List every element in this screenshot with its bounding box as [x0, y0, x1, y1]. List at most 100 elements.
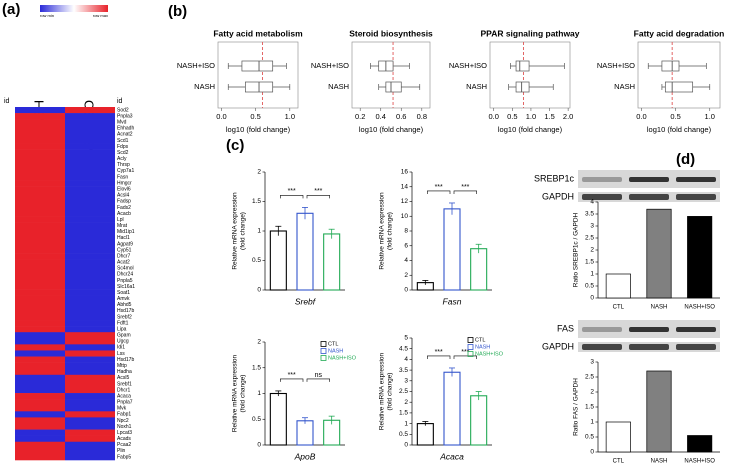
box: [661, 60, 680, 72]
x-tick-label: 1.0: [285, 112, 295, 121]
x-axis-label: Acaca: [439, 451, 464, 461]
blot-band: [676, 177, 716, 182]
x-axis-label: ApoB: [294, 451, 316, 461]
category-label: NASH: [466, 82, 487, 91]
gene-label: Abhd5: [117, 302, 132, 308]
heatmap-cell: [15, 192, 65, 199]
y-axis-label: (fold change): [240, 375, 247, 413]
heatmap-cell: [65, 350, 115, 357]
bar: [470, 395, 488, 446]
x-axis-label: Fasn: [443, 296, 462, 306]
bar: [687, 435, 713, 453]
box: [385, 81, 402, 93]
heatmap-cell: [65, 173, 115, 181]
y-tick-label: 0.5: [252, 257, 261, 264]
heatmap-cell: [15, 234, 65, 242]
heatmap-cell: [65, 393, 115, 400]
heatmap-cell: [15, 277, 65, 284]
significance-label: ***: [461, 184, 469, 191]
bar: [269, 230, 287, 291]
y-axis-label: (fold change): [387, 373, 394, 411]
y-axis-label: (fold change): [387, 212, 394, 250]
heatmap-cell: [65, 338, 115, 345]
gene-label: Ugcg: [117, 339, 129, 345]
y-tick-label: 1.5: [252, 364, 261, 371]
heatmap-cell: [15, 435, 65, 443]
y-tick-label: 0: [590, 449, 594, 456]
significance-bracket: [280, 195, 304, 199]
heatmap-cell: [15, 338, 65, 345]
gene-label: Hacl1: [117, 235, 130, 241]
heatmap-cell: [15, 240, 65, 248]
bar: [296, 212, 314, 291]
heatmap-cell: [15, 332, 65, 339]
heatmap-cell: [65, 435, 115, 443]
heatmap-cell: [15, 155, 65, 163]
heatmap-cell: [65, 405, 115, 412]
x-axis-label: Srebf: [295, 296, 317, 306]
heatmap-cell: [15, 186, 65, 193]
heatmap-cell: [65, 234, 115, 242]
heatmap-cell: [65, 374, 115, 382]
heatmap-cell: [15, 447, 65, 455]
heatmap-cell: [15, 107, 65, 114]
heatmap-cell: [65, 149, 115, 156]
gene-label: Acsl5: [117, 375, 129, 381]
y-axis-label: Ratio SREBP1c / GAPDH: [573, 212, 580, 287]
y-tick-label: 4: [590, 199, 594, 206]
x-tick-label: CTL: [613, 459, 625, 464]
significance-label: ***: [288, 188, 296, 195]
gene-label: Scd1: [117, 138, 129, 144]
y-tick-label: 3: [404, 378, 408, 385]
y-tick-label: 5: [404, 335, 408, 342]
y-tick-label: 0.5: [585, 434, 594, 441]
heatmap-cell: [15, 210, 65, 217]
y-tick-label: 2: [257, 339, 261, 346]
gene-label: Dhcr7: [117, 253, 131, 259]
significance-label: ns: [315, 372, 323, 379]
gene-label: Thrsp: [117, 162, 130, 168]
heatmap-cell: [65, 131, 115, 138]
heatmap-cell: [65, 161, 115, 169]
legend-label: NASH+ISO: [475, 351, 504, 357]
y-tick-label: 0: [404, 442, 408, 449]
heatmap-cell: [65, 411, 115, 418]
heatmap-cell: [15, 131, 65, 138]
gene-label: Acat2: [117, 260, 130, 266]
heatmap-cell: [15, 344, 65, 351]
gene-label: Lss: [117, 351, 125, 357]
y-tick-label: 1: [590, 271, 594, 278]
heatmap-cell: [65, 265, 115, 272]
heatmap-cell: [65, 253, 115, 260]
heatmap-cell: [15, 161, 65, 169]
gene-label: Dhcr24: [117, 272, 133, 278]
gene-label: Pnpla3: [117, 113, 133, 119]
y-axis-label: Ratio FAS / GAPDH: [573, 378, 580, 436]
heatmap-cell: [15, 441, 65, 449]
bar: [605, 273, 631, 299]
y-tick-label: 4.5: [399, 345, 408, 352]
legend-swatch: [467, 351, 474, 357]
blot-band: [582, 177, 622, 182]
heatmap-cell: [65, 301, 115, 309]
blot-band: [676, 194, 716, 200]
gene-label: Soat1: [117, 290, 130, 296]
blot-band: [582, 194, 622, 200]
blot-band: [629, 194, 669, 200]
x-tick-label: NASH: [651, 305, 668, 311]
category-label: NASH+ISO: [311, 61, 349, 70]
heatmap-cell: [65, 399, 115, 406]
heatmap-cell: [65, 155, 115, 163]
heatmap-cell: [15, 453, 65, 461]
heatmap-cell: [15, 320, 65, 327]
gene-label: Acaca: [117, 393, 131, 399]
heatmap-cell: [15, 307, 65, 315]
x-tick-label: CTL: [613, 305, 625, 311]
y-tick-label: 1: [590, 419, 594, 426]
heatmap-cell: [15, 350, 65, 357]
chart-title: Fatty acid degradation: [634, 28, 725, 38]
heatmap-cell: [15, 380, 65, 388]
y-tick-label: 1: [257, 390, 261, 397]
bar: [605, 421, 631, 453]
